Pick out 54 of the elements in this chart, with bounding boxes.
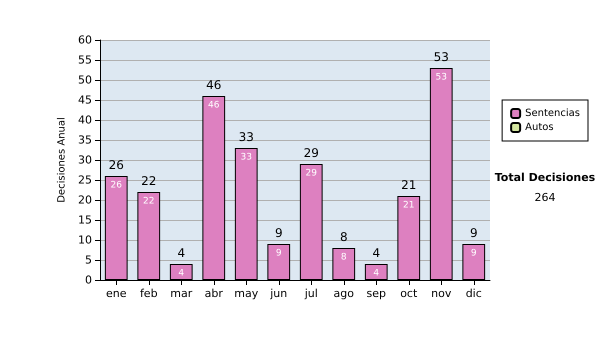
x-tick-label: nov	[431, 287, 452, 300]
total-label: 22	[141, 174, 156, 188]
data-label: 22	[143, 196, 154, 206]
y-tick-label: 25	[78, 174, 92, 186]
data-label: 46	[208, 100, 220, 110]
total-label: 33	[238, 130, 254, 144]
data-label: 9	[276, 248, 282, 258]
x-tick-label: jul	[304, 287, 318, 300]
total-label: 26	[108, 158, 124, 172]
total-label: 9	[470, 226, 478, 240]
data-label: 9	[470, 248, 477, 258]
y-tick-label: 30	[78, 154, 92, 166]
y-tick-label: 50	[78, 74, 92, 86]
data-label: 8	[340, 252, 347, 262]
total-label: 9	[274, 226, 283, 240]
x-tick-label: abr	[204, 287, 224, 300]
data-label: 29	[306, 168, 318, 178]
y-tick-label: 35	[78, 134, 92, 146]
text: Total Decisiones	[494, 171, 596, 184]
total-label: 8	[340, 230, 348, 244]
y-tick-label: 40	[78, 114, 92, 126]
x-tick-label: sep	[366, 287, 386, 300]
y-tick-label: 5	[85, 254, 92, 266]
y-tick-label: 55	[78, 54, 92, 66]
data-label: 4	[373, 268, 380, 278]
x-tick-label: oct	[400, 287, 418, 300]
data-label: 4	[178, 268, 184, 278]
y-tick-label: 60	[78, 34, 92, 46]
total-label: 29	[304, 146, 319, 160]
data-label: 21	[403, 200, 414, 210]
x-tick-label: ene	[106, 287, 127, 300]
x-tick-label: may	[234, 287, 259, 300]
y-tick-label: 15	[78, 214, 92, 226]
y-tick-label: 0	[85, 274, 92, 286]
y-tick-label: 45	[78, 94, 92, 106]
legend-label: Autos	[525, 122, 554, 133]
legend-label: Sentencias	[525, 108, 580, 119]
total-label: 53	[434, 50, 449, 64]
total-label: 4	[372, 246, 380, 260]
data-label: 33	[240, 152, 252, 162]
data-label: 53	[436, 72, 447, 82]
total-label: 46	[206, 78, 222, 92]
total-label: 21	[401, 178, 416, 192]
x-tick-label: jun	[269, 287, 288, 300]
data-label: 26	[110, 180, 122, 190]
x-tick-label: dic	[466, 287, 482, 300]
y-axis-title: Decisiones Anual	[56, 117, 68, 203]
y-tick-label: 20	[78, 194, 92, 206]
text: 264	[534, 191, 556, 204]
x-tick-label: feb	[140, 287, 158, 300]
total-label: 4	[177, 246, 186, 260]
x-tick-label: ago	[334, 287, 354, 300]
y-tick-label: 10	[78, 234, 92, 246]
x-tick-label: mar	[170, 287, 193, 300]
